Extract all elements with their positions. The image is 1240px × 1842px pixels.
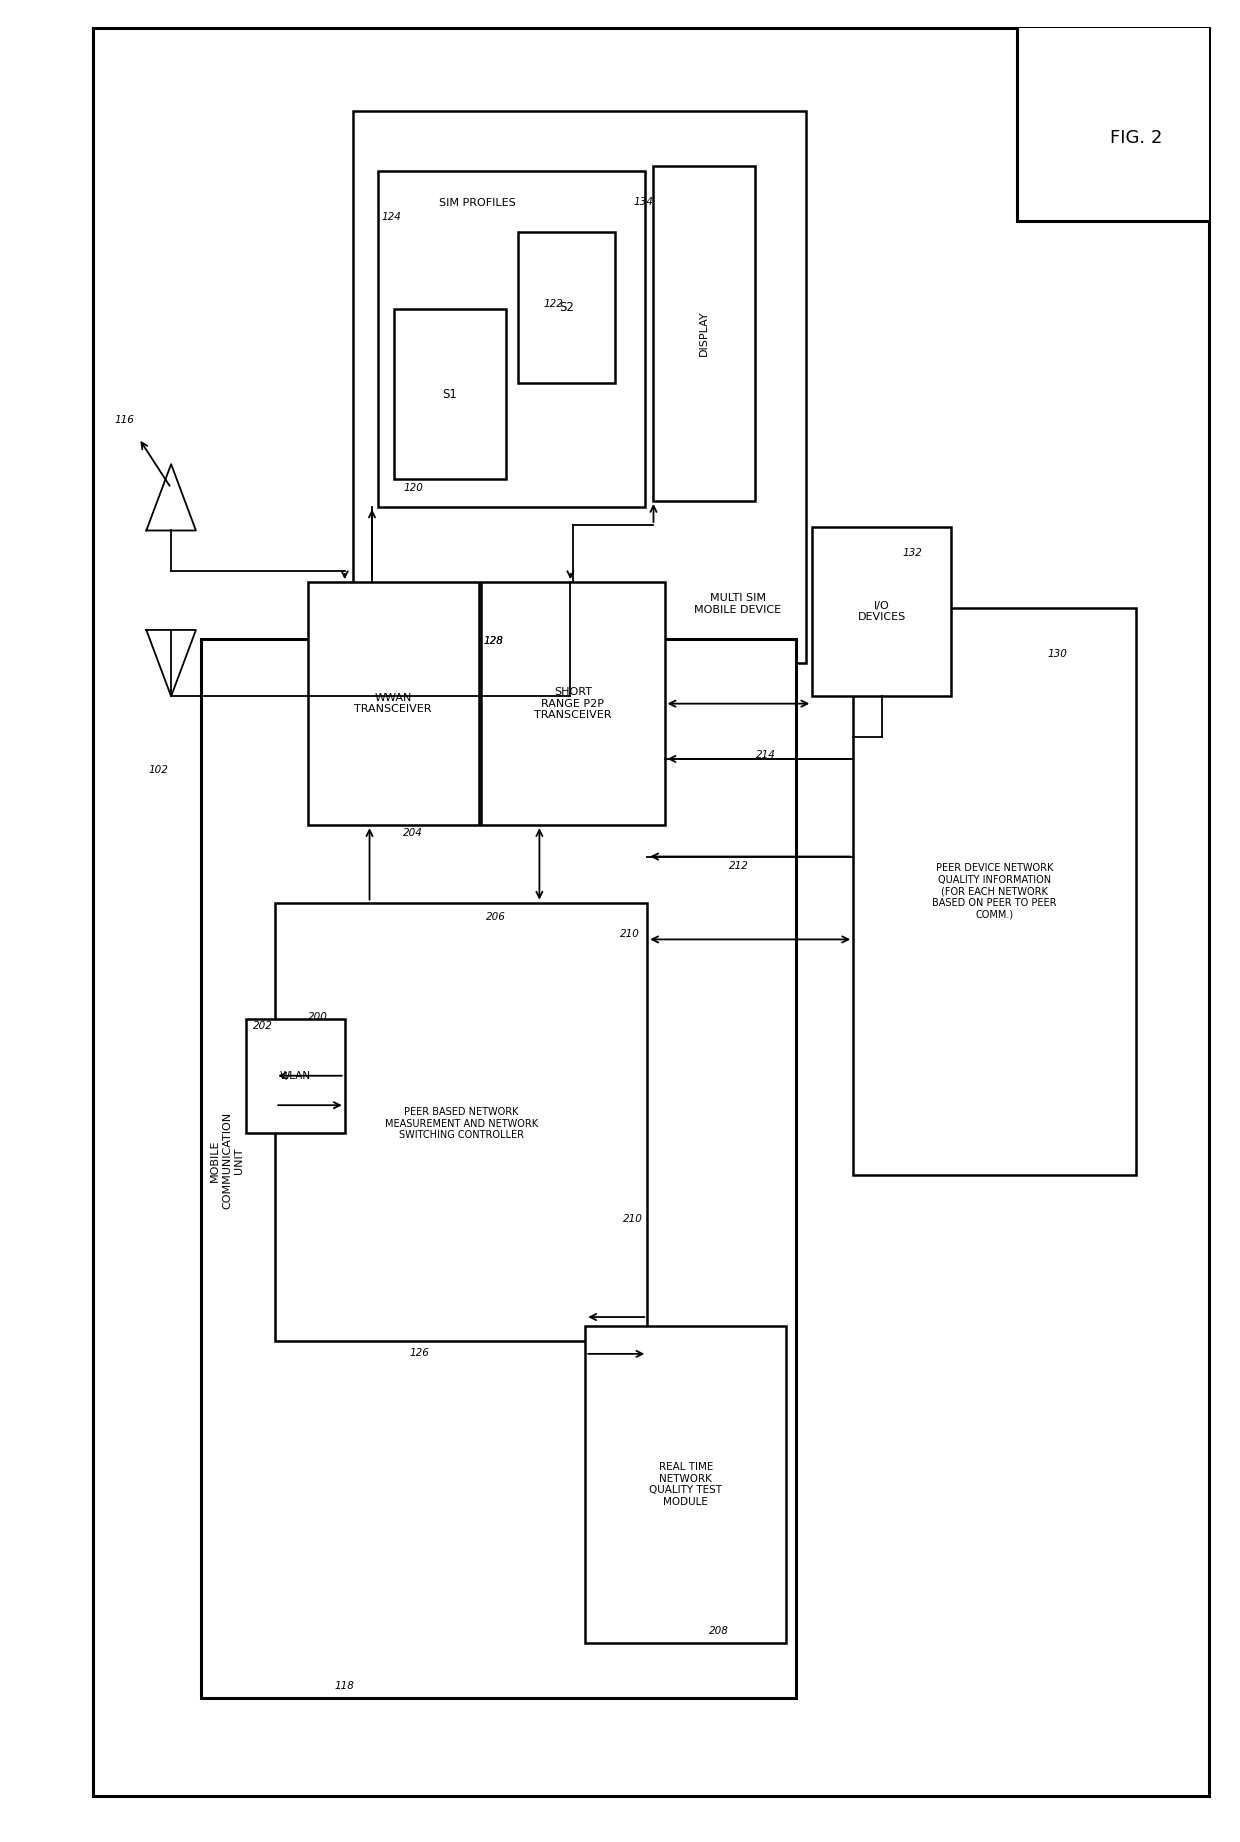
Text: 214: 214 xyxy=(756,750,776,761)
Bar xyxy=(394,309,506,479)
Bar xyxy=(246,1019,345,1133)
Bar xyxy=(481,582,665,825)
Bar xyxy=(275,903,647,1341)
Text: 132: 132 xyxy=(903,547,923,558)
Text: 122: 122 xyxy=(543,300,563,309)
Bar xyxy=(378,171,645,507)
Bar xyxy=(585,1326,786,1643)
Text: 200: 200 xyxy=(308,1011,327,1022)
Text: MULTI SIM
MOBILE DEVICE: MULTI SIM MOBILE DEVICE xyxy=(694,593,781,615)
Text: 134: 134 xyxy=(634,197,653,206)
Text: 212: 212 xyxy=(729,860,749,871)
Text: 202: 202 xyxy=(253,1020,273,1032)
Text: WLAN: WLAN xyxy=(279,1070,311,1081)
Text: 118: 118 xyxy=(335,1682,355,1691)
Text: 208: 208 xyxy=(709,1626,729,1636)
Text: 206: 206 xyxy=(486,912,506,923)
Polygon shape xyxy=(146,630,196,696)
Text: 210: 210 xyxy=(622,1214,642,1225)
Bar xyxy=(812,527,951,696)
Polygon shape xyxy=(146,464,196,530)
Bar xyxy=(853,608,1136,1175)
Text: 128: 128 xyxy=(484,635,503,647)
Bar xyxy=(653,166,755,501)
Bar xyxy=(353,111,806,663)
Text: SIM PROFILES: SIM PROFILES xyxy=(439,197,516,208)
Text: 102: 102 xyxy=(149,764,169,775)
Text: 128: 128 xyxy=(484,635,503,647)
Text: 126: 126 xyxy=(409,1348,429,1358)
Bar xyxy=(518,232,615,383)
Text: DISPLAY: DISPLAY xyxy=(699,311,709,356)
Text: SHORT
RANGE P2P
TRANSCEIVER: SHORT RANGE P2P TRANSCEIVER xyxy=(534,687,611,720)
Bar xyxy=(1017,28,1209,221)
Text: S1: S1 xyxy=(443,387,458,402)
Text: I/O
DEVICES: I/O DEVICES xyxy=(858,600,905,623)
Text: 130: 130 xyxy=(1048,648,1068,659)
Text: REAL TIME
NETWORK
QUALITY TEST
MODULE: REAL TIME NETWORK QUALITY TEST MODULE xyxy=(650,1463,722,1507)
Bar xyxy=(201,639,796,1698)
Text: PEER DEVICE NETWORK
QUALITY INFORMATION
(FOR EACH NETWORK
BASED ON PEER TO PEER
: PEER DEVICE NETWORK QUALITY INFORMATION … xyxy=(932,864,1056,919)
Bar xyxy=(308,582,479,825)
Text: FIG. 2: FIG. 2 xyxy=(1110,129,1162,147)
Text: PEER BASED NETWORK
MEASUREMENT AND NETWORK
SWITCHING CONTROLLER: PEER BASED NETWORK MEASUREMENT AND NETWO… xyxy=(384,1107,538,1140)
Text: 210: 210 xyxy=(620,928,640,939)
Text: 204: 204 xyxy=(403,827,423,838)
Text: 116: 116 xyxy=(114,414,134,426)
Text: 120: 120 xyxy=(403,483,423,492)
Text: S2: S2 xyxy=(559,300,574,315)
Text: WWAN
TRANSCEIVER: WWAN TRANSCEIVER xyxy=(355,693,432,715)
Text: 124: 124 xyxy=(382,212,402,221)
Text: MOBILE
COMMUNICATION
UNIT: MOBILE COMMUNICATION UNIT xyxy=(211,1113,243,1208)
